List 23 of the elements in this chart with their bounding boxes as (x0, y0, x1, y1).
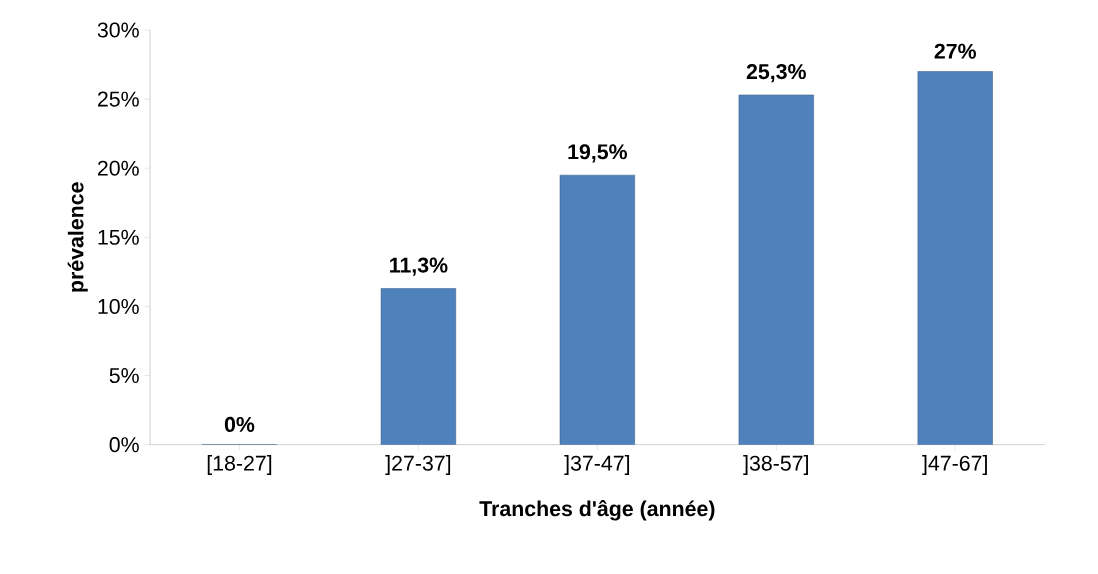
data-label: 27% (934, 43, 976, 59)
y-tick-label: 10% (98, 298, 139, 314)
x-tick-label: [18-27] (207, 455, 272, 475)
y-tick-label: 15% (98, 229, 139, 245)
y-tick-label: 0% (109, 437, 139, 453)
y-tick-label: 5% (109, 368, 139, 384)
data-label: 0% (224, 416, 255, 432)
x-tick-label: ]27-37] (385, 455, 451, 475)
y-tick-label: 25% (97, 91, 139, 107)
data-label: 11,3% (390, 257, 448, 276)
bar (738, 94, 814, 445)
x-tick-label: ]38-57] (743, 455, 808, 475)
y-tick-label: 30% (97, 22, 139, 38)
data-label: 19,5% (568, 144, 628, 163)
y-tick-label: 20% (97, 160, 139, 176)
x-tick-label: ]37-47] (564, 455, 630, 475)
bar (559, 174, 635, 445)
bar (917, 71, 993, 445)
x-tick-label: ]47-67] (922, 455, 987, 475)
bar (380, 288, 457, 445)
data-label: 25,3% (746, 64, 806, 83)
x-axis-title: Tranches d'âge (année) (479, 500, 715, 521)
y-axis-title: prévalence (67, 182, 88, 292)
